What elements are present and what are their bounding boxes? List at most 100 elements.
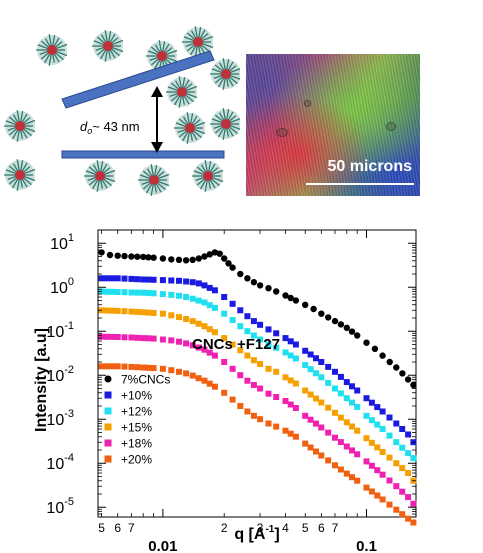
data-point — [244, 313, 251, 320]
data-point — [195, 297, 202, 304]
data-point — [302, 387, 309, 394]
data-point — [265, 285, 272, 292]
data-point — [292, 405, 299, 411]
data-point — [265, 341, 272, 348]
data-point — [114, 307, 121, 314]
data-point — [310, 305, 317, 313]
data-point — [302, 347, 309, 354]
data-point — [318, 374, 325, 381]
data-point — [114, 275, 121, 282]
data-point — [114, 252, 121, 259]
data-point — [404, 376, 412, 383]
data-point — [307, 351, 314, 358]
data-point — [189, 372, 196, 379]
data-point — [292, 341, 299, 348]
data-point — [343, 395, 350, 402]
data-point — [104, 333, 110, 340]
data-point — [368, 462, 375, 469]
data-point — [121, 308, 128, 315]
data-point — [121, 334, 128, 341]
data-point — [386, 414, 393, 421]
data-point — [399, 465, 406, 472]
data-point — [134, 308, 141, 315]
data-point — [405, 470, 412, 476]
data-point — [201, 346, 208, 353]
data-point — [332, 368, 338, 375]
data-point — [121, 363, 128, 370]
data-point — [313, 420, 319, 427]
data-point — [221, 359, 228, 365]
data-point — [244, 352, 251, 359]
data-point — [325, 429, 332, 436]
data-point — [195, 255, 202, 262]
data-point — [114, 363, 121, 370]
data-point — [211, 383, 218, 390]
x-minor-tick-label: 5 — [302, 521, 309, 535]
data-point — [183, 340, 190, 347]
data-point — [405, 494, 412, 501]
data-point — [292, 380, 299, 387]
series-layer — [98, 249, 417, 526]
micelle-schematic: do~ 43 nm — [4, 26, 240, 196]
data-point — [325, 457, 332, 464]
data-point — [159, 336, 166, 343]
data-point — [325, 379, 332, 386]
data-point — [363, 435, 370, 442]
data-point — [332, 385, 338, 392]
series-0 — [98, 249, 417, 389]
data-point — [114, 289, 121, 295]
data-point — [106, 251, 114, 259]
data-point — [313, 355, 319, 362]
data-point — [176, 292, 182, 299]
data-point — [183, 294, 190, 300]
data-point — [379, 471, 386, 478]
data-point — [302, 412, 309, 419]
data-point — [206, 326, 213, 333]
data-point — [237, 270, 244, 278]
data-point — [349, 423, 355, 430]
data-point — [114, 334, 121, 340]
x-minor-tick-label: 6 — [318, 521, 325, 535]
data-point — [250, 382, 257, 388]
data-point — [343, 419, 350, 426]
data-point — [265, 365, 272, 372]
data-point — [221, 310, 228, 317]
x-axis-title-exp: -1 — [265, 524, 274, 535]
data-point — [307, 366, 314, 373]
data-point — [343, 443, 350, 450]
data-point — [145, 364, 152, 371]
series-1 — [98, 275, 417, 446]
data-point — [183, 370, 190, 377]
data-point — [374, 404, 381, 411]
data-point — [318, 452, 325, 459]
data-point — [287, 430, 294, 437]
data-point — [273, 368, 280, 375]
data-point — [150, 310, 157, 316]
y-tick-label: 10-4 — [46, 452, 74, 473]
data-point — [250, 318, 257, 325]
data-point — [273, 423, 280, 430]
data-point — [368, 439, 375, 446]
data-point — [393, 506, 400, 513]
data-point — [363, 484, 370, 491]
data-point — [349, 447, 355, 454]
data-point — [121, 275, 128, 282]
data-point — [211, 249, 219, 256]
x-minor-tick-label: 7 — [332, 521, 339, 535]
data-point — [287, 294, 294, 302]
legend-marker — [104, 407, 112, 415]
data-point — [337, 373, 344, 380]
data-point — [257, 385, 264, 392]
data-point — [337, 439, 344, 446]
data-point — [386, 477, 393, 484]
data-point — [182, 257, 190, 264]
data-point — [257, 321, 264, 328]
data-point — [393, 460, 400, 467]
data-point — [159, 365, 166, 372]
legend-label: +20% — [121, 453, 152, 467]
y-tick-label: 10-3 — [46, 408, 74, 429]
y-tick-label: 101 — [50, 232, 74, 253]
data-point — [98, 333, 105, 340]
data-point — [104, 288, 110, 295]
data-point — [134, 334, 141, 341]
